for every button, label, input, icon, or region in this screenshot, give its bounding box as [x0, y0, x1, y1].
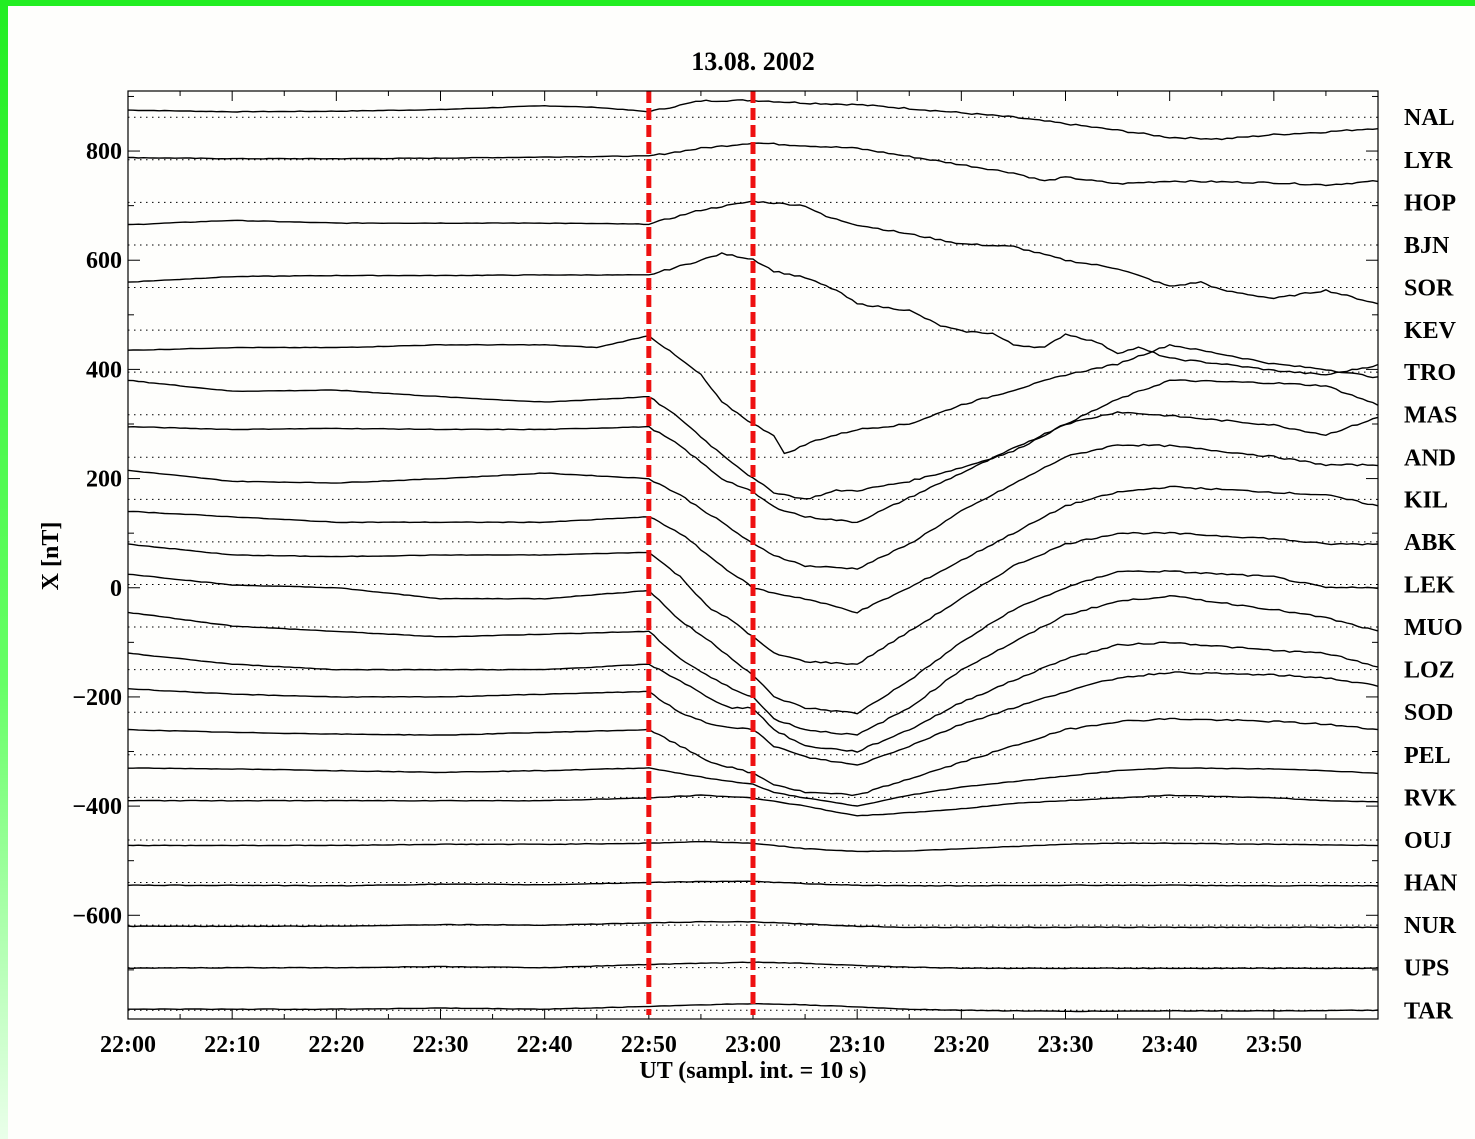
station-label-lek: LEK	[1404, 572, 1455, 598]
series-line-nur	[127, 920, 1378, 929]
series-line-loz	[127, 671, 1379, 766]
y-tick-label: 200	[86, 467, 122, 493]
station-label-rvk: RVK	[1404, 785, 1457, 811]
series-line-pel	[128, 767, 1379, 807]
station-label-sod: SOD	[1404, 700, 1453, 726]
station-label-nur: NUR	[1404, 913, 1457, 939]
y-tick-label: −200	[72, 685, 122, 711]
y-tick-label: −400	[72, 794, 122, 820]
y-tick-label: 600	[86, 248, 122, 274]
station-label-kev: KEV	[1404, 318, 1457, 344]
window-border-top	[0, 0, 1475, 6]
station-label-loz: LOZ	[1404, 658, 1455, 684]
station-label-ouj: OUJ	[1404, 828, 1452, 854]
y-tick-label: −600	[72, 903, 122, 929]
series-line-kev	[127, 379, 1379, 500]
station-label-nal: NAL	[1404, 105, 1455, 131]
x-tick-label: 22:30	[413, 1032, 469, 1058]
station-label-han: HAN	[1404, 871, 1458, 897]
x-tick-label: 23:10	[829, 1032, 885, 1058]
station-label-abk: ABK	[1404, 530, 1456, 556]
y-tick-label: 800	[86, 139, 122, 165]
station-label-pel: PEL	[1404, 743, 1451, 769]
station-label-muo: MUO	[1404, 615, 1463, 641]
window-border-left	[0, 0, 8, 1139]
x-tick-label: 22:50	[621, 1032, 677, 1058]
station-label-bjn: BJN	[1404, 233, 1450, 259]
station-label-lyr: LYR	[1404, 148, 1453, 174]
plot-border	[127, 90, 1379, 1020]
station-label-kil: KIL	[1404, 487, 1448, 513]
y-tick-label: 400	[86, 357, 122, 383]
station-label-tar: TAR	[1404, 998, 1454, 1024]
x-tick-label: 22:10	[204, 1032, 260, 1058]
x-tick-label: 23:50	[1246, 1032, 1302, 1058]
x-tick-label: 23:20	[933, 1032, 989, 1058]
station-label-tro: TRO	[1404, 360, 1456, 386]
plot-area: NAL LYR HOP BJN SOR KEV TRO MAS AND KIL ABK LEK MUO L…	[72, 91, 1463, 1058]
y-axis-label: X [nT]	[38, 522, 64, 591]
series-line-bjn	[127, 252, 1379, 376]
x-axis-label: UT (sampl. int. = 10 s)	[639, 1058, 866, 1084]
station-label-hop: HOP	[1404, 190, 1456, 216]
station-label-sor: SOR	[1404, 276, 1454, 302]
x-tick-label: 23:30	[1038, 1032, 1094, 1058]
x-tick-label: 22:00	[100, 1032, 156, 1058]
x-tick-label: 23:40	[1142, 1032, 1198, 1058]
x-tick-label: 23:00	[725, 1032, 781, 1058]
x-tick-label: 22:40	[517, 1032, 573, 1058]
chart-title: 13.08. 2002	[691, 47, 815, 76]
x-tick-label: 22:20	[308, 1032, 364, 1058]
station-label-and: AND	[1404, 445, 1456, 471]
station-label-mas: MAS	[1404, 403, 1457, 429]
y-tick-label: 0	[110, 576, 122, 602]
station-label-ups: UPS	[1404, 956, 1449, 982]
